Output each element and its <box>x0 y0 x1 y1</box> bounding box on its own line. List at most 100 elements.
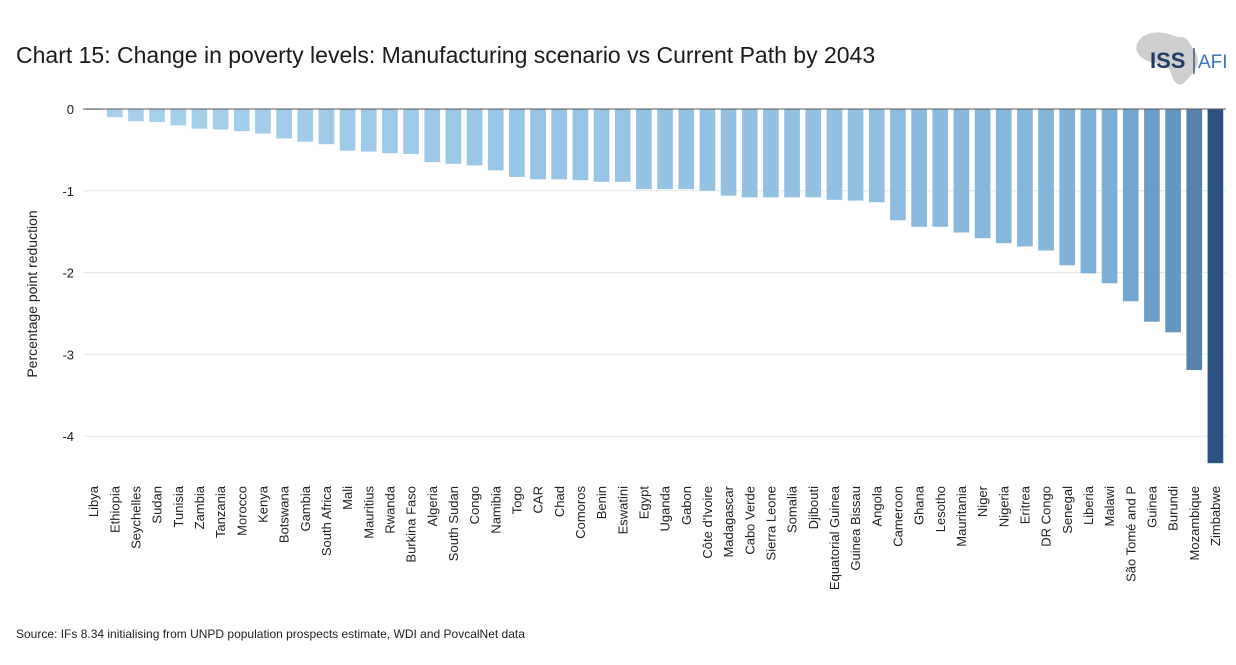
x-tick-label: Ethiopia <box>107 485 122 533</box>
bar-mali <box>339 109 356 151</box>
x-tick-label: Burkina Faso <box>404 486 419 563</box>
x-tick-label: Tunisia <box>171 485 186 527</box>
bar-south-sudan <box>445 109 462 164</box>
x-tick-label: CAR <box>531 486 546 513</box>
x-tick-label: Sierra Leone <box>763 486 778 560</box>
x-tick-label: Angola <box>869 485 884 526</box>
x-tick-label: Côte d'Ivoire <box>700 486 715 559</box>
bar-sudan <box>149 109 165 123</box>
x-tick-label: Mauritania <box>954 485 969 546</box>
bar-tanzania <box>212 109 229 130</box>
bar-botswana <box>276 109 292 139</box>
bar-madagascar <box>720 109 737 196</box>
x-tick-label: Togo <box>509 486 524 514</box>
x-tick-label: Madagascar <box>721 485 736 557</box>
bar-uganda <box>657 109 673 190</box>
bar-equatorial-guinea <box>826 109 843 200</box>
x-tick-label: Equatorial Guinea <box>827 485 842 590</box>
bar-gambia <box>297 109 314 142</box>
bar-togo <box>509 109 525 177</box>
x-tick-label: Chad <box>552 486 567 517</box>
africa-map-icon: ISS AFI <box>1136 32 1228 85</box>
x-tick-label: Cameroon <box>890 486 905 547</box>
bar-lesotho <box>932 109 949 227</box>
x-tick-label: Congo <box>467 486 482 524</box>
bar-djibouti <box>805 109 822 198</box>
x-tick-label: Namibia <box>488 485 503 533</box>
bar-chart: 0 -1 -2 -3 -4 Libya Ethiopia Seychelles Sudan Tu… <box>24 102 1226 590</box>
x-tick-label: Benin <box>594 486 609 519</box>
gridlines <box>83 108 1226 437</box>
bar-mozambique <box>1186 109 1203 370</box>
x-tick-label: Guinea Bissau <box>848 486 863 571</box>
bar-malawi <box>1101 109 1118 284</box>
x-tick-label: Senegal <box>1060 486 1075 534</box>
x-tick-label: Libya <box>86 485 101 517</box>
bar-egypt <box>636 109 652 190</box>
bar-seychelles <box>128 109 144 122</box>
x-tick-label: Guinea <box>1144 485 1159 528</box>
logo-iss-text: ISS <box>1150 48 1185 73</box>
x-tick-label: Tanzania <box>213 485 228 538</box>
bar-sierra-leone <box>763 109 779 198</box>
bar-rwanda <box>382 109 398 154</box>
bar-ghana <box>911 109 927 227</box>
bar-somalia <box>784 109 800 198</box>
source-note: Source: IFs 8.34 initialising from UNPD … <box>16 627 525 641</box>
bars <box>85 109 1224 464</box>
x-tick-label: Comoros <box>573 486 588 539</box>
bar-burkina-faso <box>403 109 419 154</box>
x-tick-label: Rwanda <box>382 485 397 533</box>
x-tick-label: Lesotho <box>933 486 948 532</box>
x-tick-label: Eswatini <box>615 486 630 535</box>
bar-algeria <box>424 109 441 163</box>
bar-south-africa <box>318 109 335 145</box>
bar-benin <box>593 109 610 182</box>
bar-ethiopia <box>106 109 123 118</box>
y-axis-ticks: 0 -1 -2 -3 -4 <box>62 102 74 444</box>
x-tick-label: Burundi <box>1166 486 1181 531</box>
bar-cabo-verde <box>741 109 758 198</box>
x-tick-label: Mauritius <box>361 486 376 539</box>
x-tick-label: Uganda <box>658 485 673 531</box>
bar-angola <box>868 109 885 203</box>
x-tick-label: South Africa <box>319 485 334 556</box>
bar-s-o-tom-and-p <box>1122 109 1139 302</box>
bar-c-te-d-ivoire <box>699 109 716 191</box>
bar-kenya <box>255 109 271 134</box>
x-tick-label: Mozambique <box>1187 486 1202 560</box>
x-tick-label: Morocco <box>234 486 249 536</box>
bar-dr-congo <box>1038 109 1054 251</box>
bar-morocco <box>233 109 250 132</box>
bar-cameroon <box>890 109 906 221</box>
x-tick-label: Liberia <box>1081 485 1096 525</box>
bar-senegal <box>1059 109 1076 266</box>
x-tick-label: Zimbabwe <box>1208 486 1223 546</box>
x-tick-label: São Tomé and P <box>1123 486 1138 582</box>
bar-eritrea <box>1017 109 1033 247</box>
bar-guinea <box>1144 109 1160 322</box>
bar-liberia <box>1080 109 1097 274</box>
bar-zambia <box>191 109 208 129</box>
x-tick-label: South Sudan <box>446 486 461 561</box>
bar-car <box>530 109 546 180</box>
x-tick-label: Kenya <box>255 485 270 523</box>
x-tick-label: Malawi <box>1102 486 1117 527</box>
x-tick-label: Somalia <box>785 485 800 533</box>
x-tick-label: DR Congo <box>1039 486 1054 547</box>
x-axis-ticks: Libya Ethiopia Seychelles Sudan Tunisia Zambi… <box>86 485 1223 590</box>
y-tick-label: 0 <box>67 102 74 117</box>
x-tick-label: Botswana <box>277 485 292 543</box>
bar-niger <box>974 109 991 239</box>
x-tick-label: Ghana <box>912 485 927 525</box>
x-tick-label: Zambia <box>192 485 207 529</box>
y-tick-label: -2 <box>62 266 74 281</box>
x-tick-label: Gabon <box>679 486 694 525</box>
y-tick-label: -4 <box>62 429 74 444</box>
logo-afi-text: AFI <box>1198 52 1228 73</box>
x-tick-label: Cabo Verde <box>742 486 757 555</box>
bar-congo <box>466 109 483 166</box>
bar-namibia <box>487 109 504 171</box>
x-tick-label: Nigeria <box>996 485 1011 527</box>
bar-comoros <box>572 109 589 181</box>
